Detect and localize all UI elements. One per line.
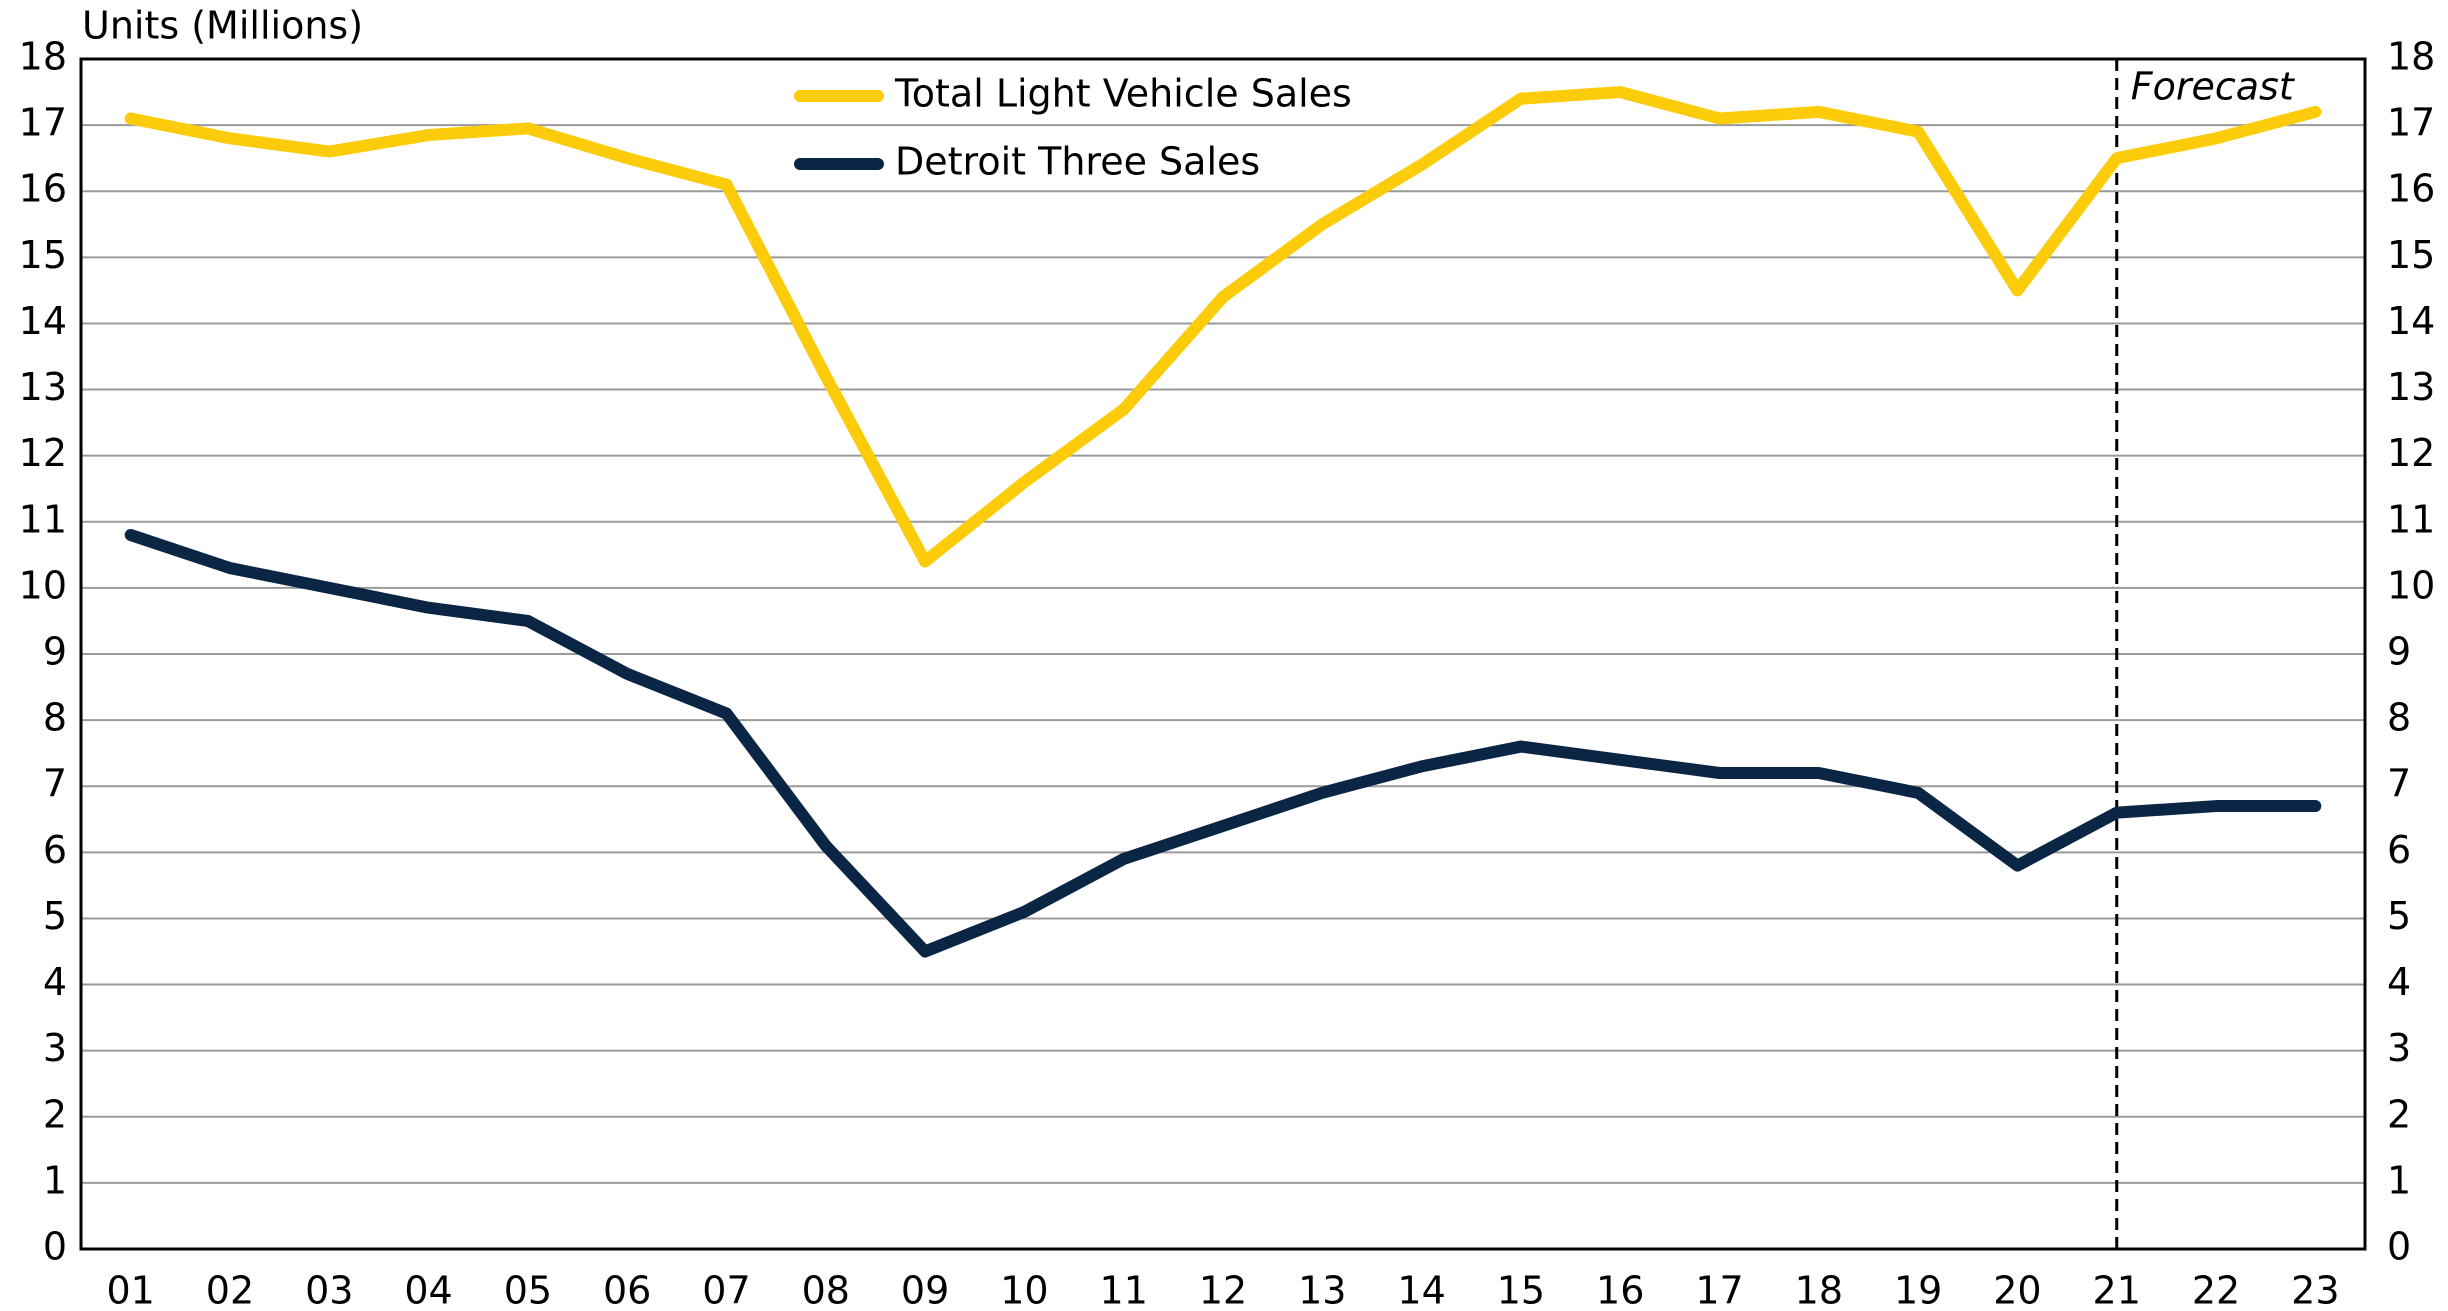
x-tick-label: 02 xyxy=(206,1269,254,1311)
y-tick-label: 12 xyxy=(19,431,67,475)
x-tick-label: 05 xyxy=(504,1269,552,1311)
x-tick-label: 09 xyxy=(901,1269,949,1311)
y2-tick-label: 8 xyxy=(2387,696,2411,740)
y2-tick-label: 1 xyxy=(2387,1158,2411,1202)
y-tick-label: 17 xyxy=(19,101,67,145)
y2-tick-label: 17 xyxy=(2387,101,2435,145)
y2-tick-label: 0 xyxy=(2387,1225,2411,1269)
y2-tick-label: 10 xyxy=(2387,563,2435,607)
x-tick-label: 07 xyxy=(702,1269,750,1311)
x-tick-label: 16 xyxy=(1596,1269,1644,1311)
x-tick-label: 10 xyxy=(1000,1269,1048,1311)
y-tick-label: 14 xyxy=(19,299,67,343)
x-tick-label: 20 xyxy=(1993,1269,2041,1311)
x-tick-label: 12 xyxy=(1199,1269,1247,1311)
x-tick-label: 21 xyxy=(2093,1269,2141,1311)
x-tick-label: 03 xyxy=(305,1269,353,1311)
y-tick-label: 5 xyxy=(43,894,67,938)
x-tick-label: 06 xyxy=(603,1269,651,1311)
x-tick-label: 19 xyxy=(1894,1269,1942,1311)
y-tick-label: 18 xyxy=(19,35,67,79)
y-tick-label: 8 xyxy=(43,696,67,740)
y2-tick-label: 2 xyxy=(2387,1092,2411,1136)
x-tick-label: 17 xyxy=(1695,1269,1743,1311)
y2-tick-label: 13 xyxy=(2387,365,2435,409)
y2-tick-label: 12 xyxy=(2387,431,2435,475)
y-tick-label: 15 xyxy=(19,233,67,277)
y2-tick-label: 15 xyxy=(2387,233,2435,277)
y2-tick-label: 16 xyxy=(2387,167,2435,211)
y-axis-label: Units (Millions) xyxy=(82,4,363,48)
legend-label: Total Light Vehicle Sales xyxy=(894,72,1352,116)
y-tick-label: 9 xyxy=(43,630,67,674)
x-tick-label: 13 xyxy=(1298,1269,1346,1311)
y-tick-label: 7 xyxy=(43,762,67,806)
x-tick-label: 04 xyxy=(404,1269,452,1311)
forecast-label: Forecast xyxy=(2131,65,2296,109)
x-tick-label: 14 xyxy=(1397,1269,1445,1311)
y-tick-label: 3 xyxy=(43,1026,67,1070)
y-tick-label: 13 xyxy=(19,365,67,409)
y-tick-label: 16 xyxy=(19,167,67,211)
x-tick-label: 23 xyxy=(2291,1269,2339,1311)
y-tick-label: 10 xyxy=(19,563,67,607)
legend-label: Detroit Three Sales xyxy=(895,140,1260,184)
x-tick-label: 22 xyxy=(2192,1269,2240,1311)
plot-frame xyxy=(79,57,2367,1251)
y2-tick-label: 4 xyxy=(2387,960,2411,1004)
y-tick-label: 0 xyxy=(43,1225,67,1269)
x-tick-label: 11 xyxy=(1100,1269,1148,1311)
y2-tick-label: 3 xyxy=(2387,1026,2411,1070)
y2-tick-label: 11 xyxy=(2387,497,2435,541)
y2-tick-label: 5 xyxy=(2387,894,2411,938)
y-tick-label: 4 xyxy=(43,960,67,1004)
x-tick-label: 18 xyxy=(1795,1269,1843,1311)
series-line xyxy=(124,86,2322,568)
y-tick-label: 1 xyxy=(43,1158,67,1202)
y-tick-label: 2 xyxy=(43,1092,67,1136)
y2-tick-label: 6 xyxy=(2387,828,2411,872)
y2-tick-label: 18 xyxy=(2387,35,2435,79)
y2-tick-label: 7 xyxy=(2387,762,2411,806)
y-tick-label: 11 xyxy=(19,497,67,541)
y-tick-label: 6 xyxy=(43,828,67,872)
x-tick-label: 01 xyxy=(106,1269,154,1311)
series-line xyxy=(124,529,2322,958)
y2-tick-label: 9 xyxy=(2387,630,2411,674)
x-tick-label: 15 xyxy=(1497,1269,1545,1311)
y2-tick-label: 14 xyxy=(2387,299,2435,343)
x-tick-label: 08 xyxy=(802,1269,850,1311)
